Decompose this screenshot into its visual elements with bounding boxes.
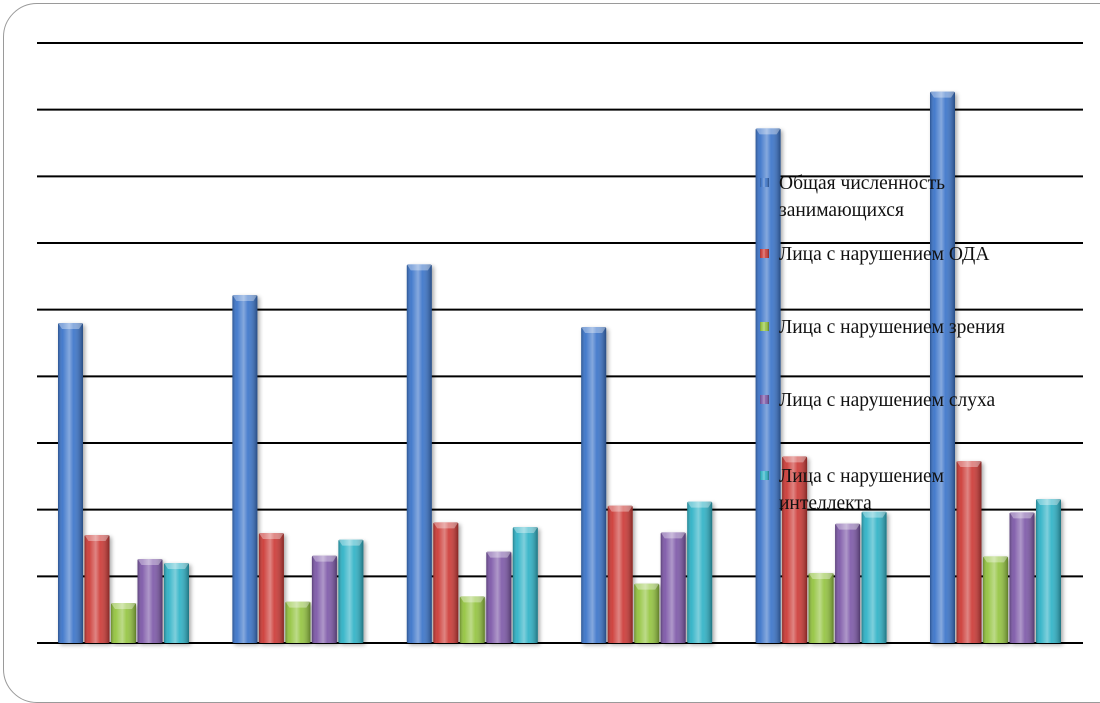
bar-series-2-category-2 bbox=[258, 533, 284, 643]
bar-series-3-category-6 bbox=[983, 556, 1008, 643]
bar-series-1-category-5 bbox=[755, 128, 781, 644]
bar-series-2-category-5 bbox=[782, 456, 808, 643]
gridlines bbox=[37, 42, 1083, 644]
legend-entry-1: Общая численность занимающихся bbox=[760, 173, 945, 221]
bar-series-3-category-4 bbox=[634, 583, 660, 643]
bar-series-1-category-2 bbox=[232, 295, 258, 643]
legend-entry-4: Лица с нарушением слуха bbox=[760, 390, 996, 411]
bars bbox=[58, 91, 1061, 644]
bar-series-5-category-6 bbox=[1036, 499, 1061, 643]
legend-entry-3: Лица с нарушением зрения bbox=[760, 317, 1005, 338]
bar-series-5-category-4 bbox=[687, 501, 713, 643]
bar-series-4-category-3 bbox=[486, 551, 512, 643]
legend-label-1: Общая численность занимающихся bbox=[779, 173, 945, 221]
bar-series-1-category-6 bbox=[930, 91, 955, 643]
bar-series-3-category-3 bbox=[459, 596, 485, 643]
bar-series-3-category-5 bbox=[808, 573, 834, 643]
bar-series-2-category-1 bbox=[84, 535, 110, 643]
bar-series-3-category-1 bbox=[111, 603, 136, 643]
legend-label-5: Лица с нарушением интеллекта bbox=[779, 466, 944, 514]
legend: Общая численность занимающихся Лица с нару… bbox=[760, 173, 1005, 514]
bar-series-4-category-2 bbox=[311, 555, 337, 643]
legend-entry-5: Лица с нарушением интеллекта bbox=[760, 466, 944, 514]
bar-series-4-category-1 bbox=[137, 559, 163, 643]
bar-series-4-category-4 bbox=[660, 532, 686, 643]
legend-label-2: Лица с нарушением ОДА bbox=[779, 244, 989, 265]
bar-series-3-category-2 bbox=[285, 601, 311, 643]
bar-series-2-category-6 bbox=[956, 461, 982, 643]
bar-series-5-category-1 bbox=[164, 563, 189, 643]
bar-series-1-category-1 bbox=[58, 323, 83, 643]
legend-entry-2: Лица с нарушением ОДА bbox=[760, 244, 989, 265]
bar-series-1-category-4 bbox=[581, 327, 607, 643]
bar-series-2-category-3 bbox=[433, 522, 459, 643]
bar-series-1-category-3 bbox=[406, 264, 432, 643]
bar-series-5-category-5 bbox=[861, 511, 887, 643]
bar-chart: Общая численность занимающихся Лица с нару… bbox=[37, 42, 1083, 644]
bar-series-5-category-3 bbox=[512, 527, 538, 643]
bar-series-5-category-2 bbox=[338, 539, 364, 643]
bar-series-4-category-6 bbox=[1009, 512, 1035, 643]
bar-series-2-category-4 bbox=[607, 505, 633, 643]
legend-label-3: Лица с нарушением зрения bbox=[779, 317, 1005, 338]
bar-series-4-category-5 bbox=[835, 523, 861, 643]
legend-label-4: Лица с нарушением слуха bbox=[779, 390, 996, 411]
